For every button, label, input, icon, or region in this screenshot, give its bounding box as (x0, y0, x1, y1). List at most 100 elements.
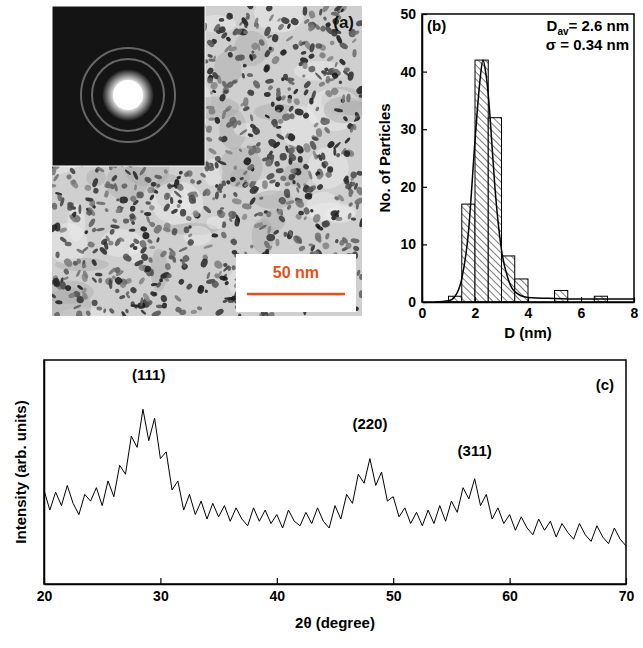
tem-grain (231, 197, 242, 205)
figure-svg: 50 nm(a)0246801020304050D (nm)No. of Par… (0, 0, 643, 648)
tem-grain (303, 206, 311, 215)
tem-grain (284, 132, 289, 138)
tem-grain (316, 183, 324, 191)
tem-grain (124, 169, 131, 176)
tem-grain (301, 74, 306, 79)
tem-grain (352, 245, 360, 252)
tem-grain (149, 290, 157, 297)
tem-grain (87, 241, 96, 249)
tem-grain (109, 228, 115, 235)
saed-ring (81, 48, 175, 142)
tem-grain (123, 218, 130, 224)
tem-grain (140, 252, 150, 262)
tem-grain (180, 209, 187, 217)
tem-grain (154, 174, 163, 180)
tem-grain (149, 194, 155, 201)
tem-grain (332, 213, 336, 217)
tem-grain (359, 290, 362, 298)
tem-grain (286, 23, 291, 29)
tem-grain (212, 89, 217, 93)
tem-grain (271, 34, 279, 43)
tem-grain (242, 170, 248, 176)
tick-label: 2 (472, 305, 480, 321)
tem-grain (251, 50, 255, 54)
tem-grain (176, 183, 185, 192)
tem-grain (199, 258, 208, 269)
tem-grain (144, 176, 152, 184)
tem-grain (207, 54, 213, 59)
tem-grain (335, 152, 341, 158)
tem-grain (334, 239, 339, 244)
tem-grain (108, 307, 115, 314)
tem-grain (232, 80, 237, 84)
annotation-part: σ = 0.34 nm (546, 36, 629, 53)
tick-mark (422, 302, 427, 303)
tem-grain (314, 232, 322, 241)
tem-grain (226, 12, 234, 20)
tick-label: 6 (578, 305, 586, 321)
tem-grain (288, 230, 294, 237)
tem-grain (280, 16, 290, 25)
tem-grain (116, 198, 120, 202)
tem-grain (176, 204, 181, 208)
tem-grain (246, 163, 255, 171)
tem-grain (286, 204, 292, 211)
tem-grain (125, 308, 130, 313)
tem-grain (351, 38, 357, 44)
tem-grain (214, 116, 221, 124)
tem-grain (274, 181, 280, 187)
tem-grain (60, 277, 65, 283)
tem-grain (118, 237, 125, 243)
tem-grain (146, 186, 155, 195)
tem-grain (241, 73, 245, 79)
tick-mark (510, 578, 511, 584)
tem-grain (159, 250, 168, 259)
annotation: σ = 0.34 nm (546, 36, 629, 53)
tem-grain (114, 288, 120, 294)
tem-grain (302, 62, 307, 69)
tem-grain (253, 221, 264, 228)
plot-frame (44, 360, 626, 584)
tem-grain (198, 286, 201, 291)
tem-grain (189, 178, 195, 184)
tem-grain (286, 230, 294, 240)
tem-grain (303, 80, 312, 89)
tem-grain (203, 244, 213, 250)
tem-grain (267, 226, 272, 235)
tem-grain (250, 114, 254, 122)
tem-grain (249, 244, 254, 249)
tem-grain (213, 55, 216, 60)
tem-grain (52, 293, 57, 299)
tem-grain (163, 169, 169, 175)
tem-grain (277, 17, 282, 22)
tem-grain (215, 208, 226, 220)
tem-grain (355, 19, 362, 27)
tem-grain (318, 51, 326, 59)
tem-grain (309, 98, 314, 105)
tem-grain (247, 133, 252, 138)
tem-grain (334, 62, 338, 68)
tem-grain (262, 180, 268, 189)
tem-grain (219, 93, 227, 102)
tem-grain (278, 214, 287, 223)
tick-mark (422, 187, 427, 188)
tem-grain (52, 202, 58, 210)
tem-grain (276, 133, 286, 141)
tick: 10 (400, 236, 427, 252)
tem-grain (104, 207, 109, 212)
tem-grain (167, 183, 173, 190)
tem-grain (218, 209, 224, 215)
tick: 70 (619, 578, 635, 604)
tem-grain (321, 219, 331, 228)
tem-grain (323, 126, 331, 134)
tem-grain (205, 136, 212, 142)
tem-grain (353, 116, 361, 122)
tem-grain (277, 119, 283, 124)
tem-grain (178, 246, 188, 252)
tem-grain (82, 270, 89, 279)
tick-mark (634, 297, 635, 302)
tem-grain (267, 46, 275, 54)
tem-grain (273, 229, 280, 236)
tem-grain (105, 190, 109, 196)
tem-grain (290, 168, 297, 174)
